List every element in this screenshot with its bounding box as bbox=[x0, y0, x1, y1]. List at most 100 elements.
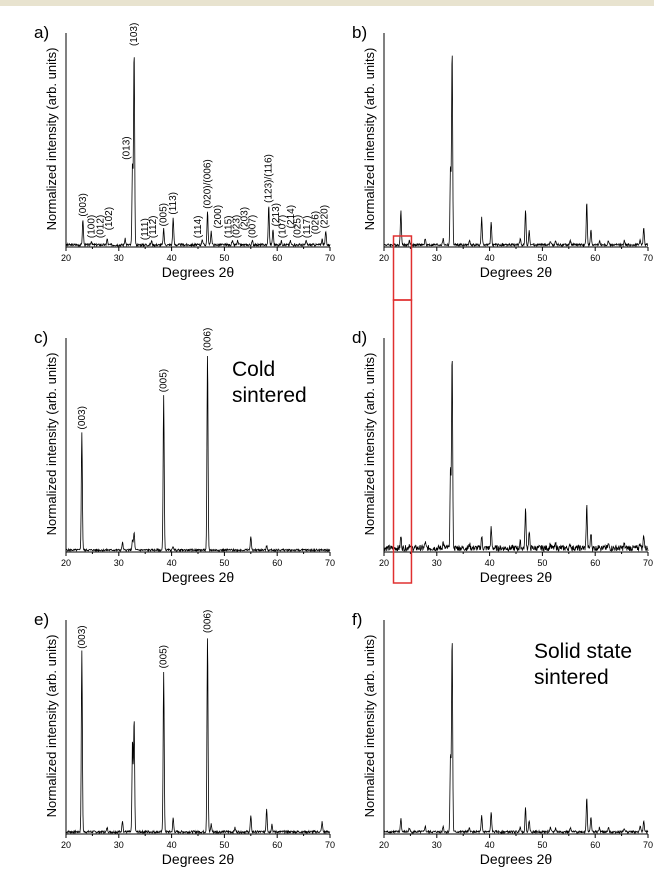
diffraction-trace bbox=[383, 361, 649, 553]
x-tick-label: 60 bbox=[590, 840, 600, 850]
x-tick-label: 20 bbox=[61, 558, 71, 568]
x-tick-label: 30 bbox=[432, 558, 442, 568]
x-tick-label: 60 bbox=[272, 253, 282, 263]
x-tick-label: 40 bbox=[167, 558, 177, 568]
x-tick-label: 20 bbox=[61, 840, 71, 850]
x-tick-label: 60 bbox=[590, 253, 600, 263]
peak-annotation: (100) bbox=[86, 215, 97, 238]
x-axis-title: Degrees 2θ bbox=[480, 569, 553, 585]
x-tick-label: 40 bbox=[167, 253, 177, 263]
y-axis-title: Normalized intensity (arb. units) bbox=[44, 635, 59, 818]
panel-letter: c) bbox=[34, 328, 48, 347]
diffraction-trace bbox=[383, 55, 649, 248]
peak-annotation: (214) bbox=[286, 205, 297, 228]
x-tick-label: 60 bbox=[590, 558, 600, 568]
peak-annotation: (213) bbox=[271, 203, 282, 226]
peak-annotation: (020)/(006) bbox=[203, 159, 214, 208]
x-tick-label: 50 bbox=[537, 840, 547, 850]
x-tick-label: 50 bbox=[219, 253, 229, 263]
panel-d: d) 20 30 40 50 60 70 Degrees 2θ Normalized inten… bbox=[352, 328, 653, 585]
side-label-line: sintered bbox=[534, 666, 609, 689]
x-tick-label: 70 bbox=[643, 840, 653, 850]
x-tick-label: 70 bbox=[325, 558, 335, 568]
x-tick-label: 70 bbox=[643, 558, 653, 568]
x-tick-label: 40 bbox=[485, 558, 495, 568]
x-tick-label: 70 bbox=[325, 253, 335, 263]
panel-letter: d) bbox=[352, 328, 367, 347]
x-axis-title: Degrees 2θ bbox=[480, 851, 553, 867]
x-tick-label: 20 bbox=[379, 558, 389, 568]
peak-annotation: (107) bbox=[277, 215, 288, 238]
x-axis-title: Degrees 2θ bbox=[162, 851, 235, 867]
x-tick-label: 50 bbox=[537, 253, 547, 263]
peak-annotation: (003) bbox=[78, 193, 89, 216]
x-tick-label: 50 bbox=[219, 840, 229, 850]
peak-annotation: (112) bbox=[148, 216, 159, 239]
top-rule bbox=[0, 0, 654, 6]
x-tick-label: 50 bbox=[219, 558, 229, 568]
x-tick-label: 20 bbox=[379, 840, 389, 850]
peak-annotation: (006) bbox=[203, 610, 214, 633]
peak-annotation: (203) bbox=[239, 207, 250, 230]
x-axis-title: Degrees 2θ bbox=[480, 264, 553, 280]
x-tick-label: 30 bbox=[432, 253, 442, 263]
x-axis-title: Degrees 2θ bbox=[162, 264, 235, 280]
panel-letter: b) bbox=[352, 23, 367, 42]
peak-annotation: (115) bbox=[224, 216, 235, 239]
peak-annotation: (003) bbox=[77, 625, 88, 648]
x-tick-label: 60 bbox=[272, 558, 282, 568]
x-tick-label: 30 bbox=[114, 558, 124, 568]
peak-annotation: (012) bbox=[95, 215, 106, 238]
peak-annotation: (220) bbox=[320, 205, 331, 228]
peak-annotation: (005) bbox=[159, 369, 170, 392]
x-tick-label: 30 bbox=[114, 253, 124, 263]
x-tick-label: 60 bbox=[272, 840, 282, 850]
peak-annotation: (006) bbox=[203, 328, 214, 351]
highlight-box-d bbox=[392, 299, 413, 584]
peak-annotation: (113) bbox=[168, 192, 179, 215]
x-tick-label: 40 bbox=[167, 840, 177, 850]
diffraction-trace bbox=[65, 57, 331, 248]
x-tick-label: 40 bbox=[485, 253, 495, 263]
peak-annotation: (005) bbox=[159, 645, 170, 668]
y-axis-title: Normalized intensity (arb. units) bbox=[362, 353, 377, 536]
side-label-line: Cold bbox=[232, 358, 275, 381]
y-axis-title: Normalized intensity (arb. units) bbox=[362, 635, 377, 818]
panel-e: e) 20 30 40 50 60 70 Degrees 2θ Normalized inten… bbox=[34, 610, 335, 867]
x-axis-title: Degrees 2θ bbox=[162, 569, 235, 585]
peak-annotation: (007) bbox=[247, 215, 258, 238]
panel-letter: f) bbox=[352, 610, 362, 629]
peak-annotation: (005) bbox=[159, 203, 170, 226]
x-tick-label: 30 bbox=[114, 840, 124, 850]
y-axis-title: Normalized intensity (arb. units) bbox=[362, 48, 377, 231]
y-axis-title: Normalized intensity (arb. units) bbox=[44, 353, 59, 536]
peak-annotation: (114) bbox=[193, 216, 204, 239]
peak-annotation: (123)/(116) bbox=[264, 154, 275, 203]
x-tick-label: 70 bbox=[325, 840, 335, 850]
peak-annotation: (023) bbox=[232, 215, 243, 238]
peak-annotation: (102) bbox=[104, 207, 115, 230]
x-tick-label: 20 bbox=[61, 253, 71, 263]
x-tick-label: 70 bbox=[643, 253, 653, 263]
panel-c: c) 20 30 40 50 60 70 Degrees 2θ Normalized inten… bbox=[34, 328, 335, 585]
side-label-line: sintered bbox=[232, 384, 307, 407]
panel-b: b) 20 30 40 50 60 70 Degrees 2θ Normalized inten… bbox=[352, 23, 653, 280]
peak-annotation: (117) bbox=[302, 216, 313, 239]
panel-f: f) 20 30 40 50 60 70 Degrees 2θ Normalized inten… bbox=[352, 610, 653, 867]
panel-a: a) 20 30 40 50 60 70 Degrees 2θ Normalized inten… bbox=[34, 23, 335, 280]
peak-annotation: (003) bbox=[77, 406, 88, 429]
panel-letter: a) bbox=[34, 23, 49, 42]
x-tick-label: 50 bbox=[537, 558, 547, 568]
peak-annotation: (026) bbox=[311, 211, 322, 234]
x-tick-label: 30 bbox=[432, 840, 442, 850]
peak-annotation: (111) bbox=[140, 218, 151, 240]
peak-annotation: (200) bbox=[213, 205, 224, 228]
diffraction-trace bbox=[65, 638, 331, 835]
peak-annotation: (013) bbox=[122, 136, 133, 159]
x-tick-label: 20 bbox=[379, 253, 389, 263]
y-axis-title: Normalized intensity (arb. units) bbox=[44, 48, 59, 231]
side-label-line: Solid state bbox=[534, 640, 632, 663]
peak-annotation: (103) bbox=[129, 23, 140, 46]
peak-annotation: (025) bbox=[292, 215, 303, 238]
